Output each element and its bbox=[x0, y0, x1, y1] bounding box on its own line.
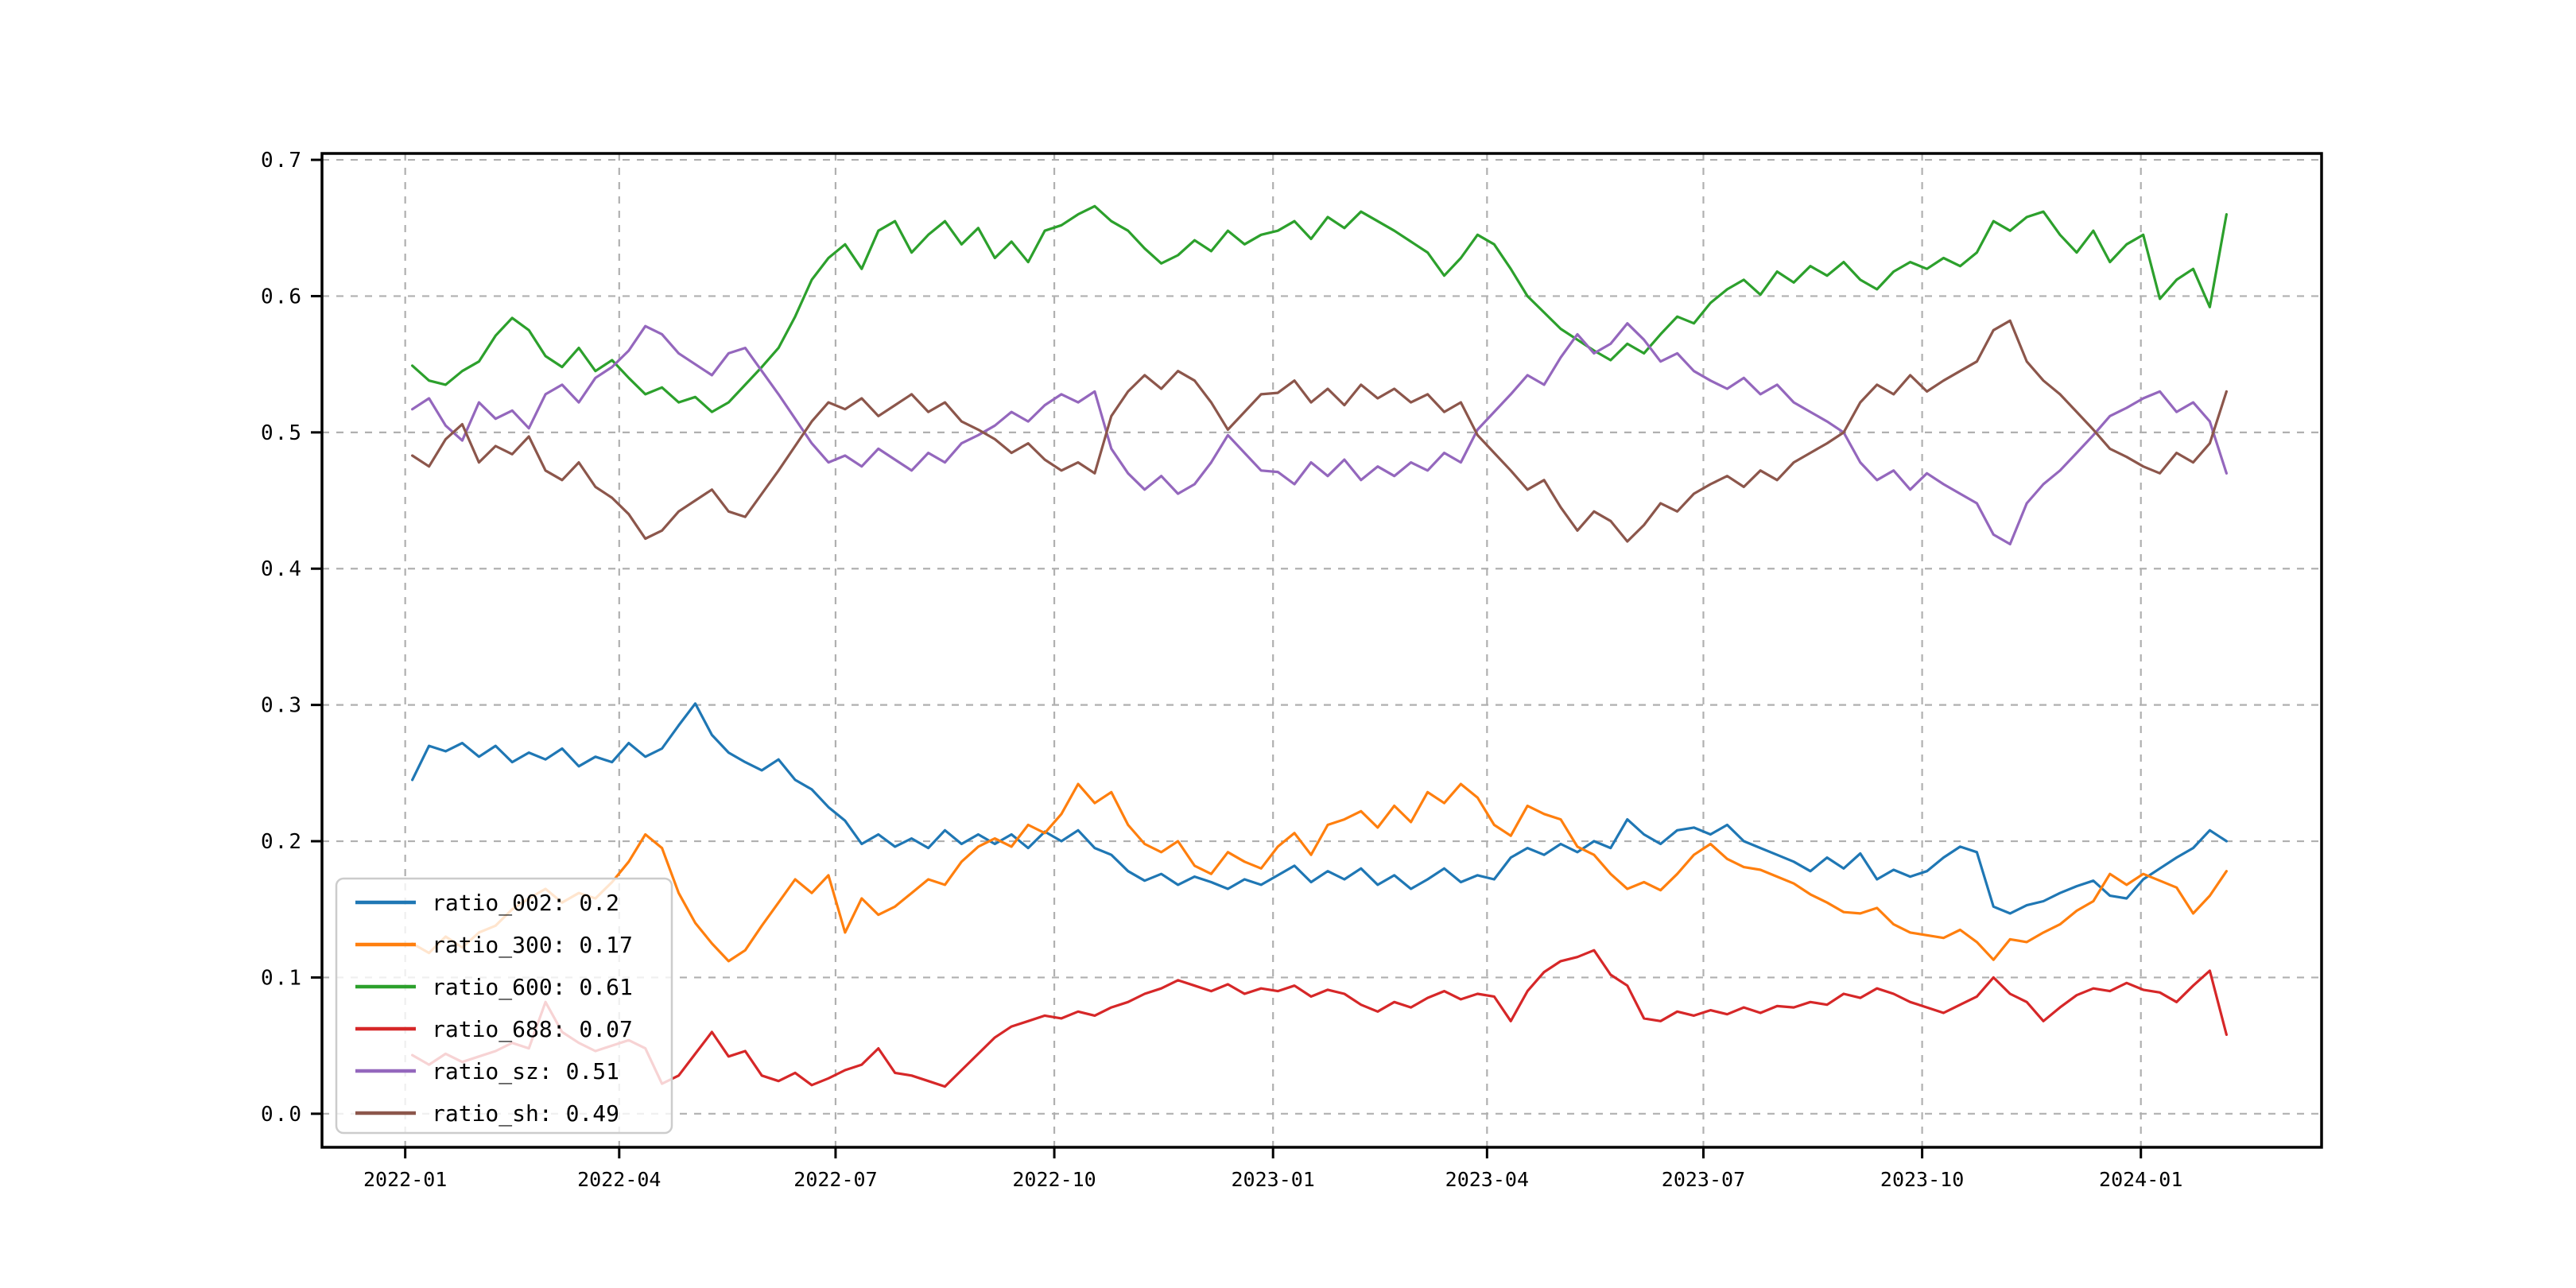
series-line-ratio_002 bbox=[410, 702, 2228, 915]
y-tick-label: 0.1 bbox=[261, 966, 303, 990]
x-tick-label: 2024-01 bbox=[2099, 1168, 2182, 1191]
legend-label-ratio_300: ratio_300: 0.17 bbox=[432, 932, 633, 959]
legend-label-ratio_600: ratio_600: 0.61 bbox=[432, 974, 633, 1001]
series-line-ratio_300 bbox=[410, 782, 2228, 963]
x-tick-label: 2023-07 bbox=[1662, 1168, 1745, 1191]
x-tick-label: 2023-01 bbox=[1232, 1168, 1315, 1191]
legend-label-ratio_sh: ratio_sh: 0.49 bbox=[432, 1100, 619, 1127]
x-tick-label: 2022-01 bbox=[363, 1168, 447, 1191]
x-tick-label: 2022-10 bbox=[1012, 1168, 1096, 1191]
x-tick-label: 2023-10 bbox=[1880, 1168, 1964, 1191]
y-tick-label: 0.3 bbox=[261, 694, 303, 718]
series-line-ratio_sz bbox=[410, 322, 2228, 546]
y-tick-label: 0.0 bbox=[261, 1103, 303, 1127]
legend: ratio_002: 0.2 ratio_300: 0.17 ratio_600: … bbox=[335, 877, 673, 1135]
x-tick-label: 2022-04 bbox=[577, 1168, 661, 1191]
legend-label-ratio_sz: ratio_sz: 0.51 bbox=[432, 1058, 619, 1085]
series-line-ratio_sh bbox=[410, 319, 2228, 543]
axes-box bbox=[320, 152, 2323, 1149]
legend-label-ratio_688: ratio_688: 0.07 bbox=[432, 1016, 633, 1043]
y-tick-label: 0.4 bbox=[261, 557, 303, 581]
legend-box bbox=[335, 877, 673, 1135]
series-line-ratio_600 bbox=[410, 204, 2228, 413]
y-tick-label: 0.5 bbox=[261, 421, 303, 445]
x-tick-label: 2022-07 bbox=[793, 1168, 877, 1191]
x-tick-label: 2023-04 bbox=[1445, 1168, 1529, 1191]
legend-label-ratio_002: ratio_002: 0.2 bbox=[432, 890, 619, 917]
y-tick-label: 0.6 bbox=[261, 285, 303, 308]
y-tick-label: 0.2 bbox=[261, 830, 303, 854]
series-line-ratio_688 bbox=[410, 949, 2228, 1088]
y-tick-label: 0.7 bbox=[261, 149, 303, 173]
